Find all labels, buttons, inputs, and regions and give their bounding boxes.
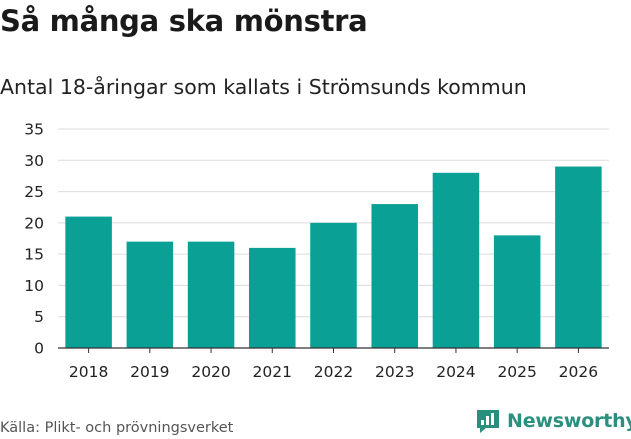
brand-name: Newsworthy	[507, 410, 631, 432]
y-tick-label: 25	[24, 183, 44, 201]
y-tick-label: 0	[34, 340, 44, 358]
y-tick-label: 5	[34, 308, 44, 326]
x-tick-label: 2026	[559, 363, 598, 381]
brand-logo[interactable]: Newsworthy	[475, 406, 631, 436]
y-tick-label: 15	[24, 246, 44, 264]
x-tick-label: 2020	[191, 363, 230, 381]
bar-2019[interactable]	[126, 241, 174, 348]
x-tick-label: 2022	[314, 363, 353, 381]
x-tick-label: 2023	[375, 363, 414, 381]
bar-2018[interactable]	[65, 216, 112, 348]
bar-2026[interactable]	[555, 166, 602, 348]
y-tick-label: 20	[24, 214, 44, 232]
bar-2024[interactable]	[432, 172, 480, 348]
x-tick-label: 2024	[436, 363, 475, 381]
y-tick-label: 30	[24, 152, 44, 170]
y-tick-label: 10	[24, 277, 44, 295]
chart-subtitle: Antal 18-åringar som kallats i Strömsund…	[0, 75, 527, 99]
chart-title: Så många ska mönstra	[0, 4, 368, 38]
bar-2025[interactable]	[493, 235, 541, 348]
x-tick-label: 2018	[69, 363, 108, 381]
bar-2022[interactable]	[310, 222, 357, 348]
x-tick-label: 2021	[253, 363, 292, 381]
y-tick-label: 35	[24, 121, 44, 139]
newsworthy-logo-icon	[477, 410, 499, 433]
bar-2020[interactable]	[187, 241, 235, 348]
bar-2021[interactable]	[249, 247, 296, 348]
x-tick-label: 2019	[130, 363, 169, 381]
bar-2023[interactable]	[371, 204, 418, 348]
source-note: Källa: Plikt- och prövningsverket	[0, 420, 234, 436]
x-tick-label: 2025	[497, 363, 536, 381]
bars	[65, 166, 602, 348]
